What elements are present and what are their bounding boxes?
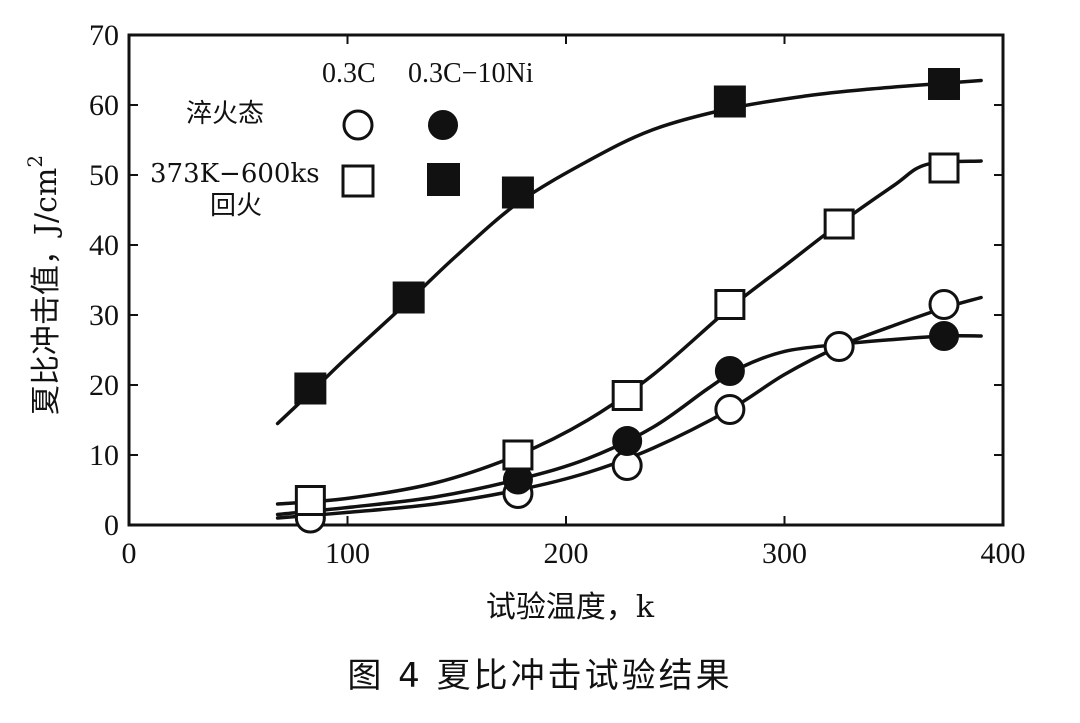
- data-point-1-1: [612, 426, 643, 456]
- series-curve-3: [275, 78, 983, 426]
- y-tick-label: 70: [89, 19, 119, 52]
- data-point-3-1: [392, 281, 425, 314]
- data-point-1-2: [714, 356, 745, 386]
- x-tick-label: 200: [544, 537, 589, 570]
- legend-open-square-marker: [341, 164, 375, 198]
- data-point-0-5: [928, 289, 960, 320]
- data-point-3-4: [928, 68, 961, 100]
- series-curve-1: [275, 333, 983, 517]
- data-point-1-3: [929, 321, 960, 351]
- figure-caption: 图 4 夏比冲击试验结果: [347, 656, 733, 696]
- y-tick-label: 20: [89, 369, 119, 402]
- legend-filled-circle-marker: [428, 110, 458, 140]
- legend-filled-square-marker: [427, 163, 460, 196]
- y-tick-label: 0: [104, 509, 119, 542]
- data-point-3-3: [713, 85, 746, 118]
- x-tick-label: 0: [122, 537, 137, 570]
- data-point-2-1: [502, 439, 534, 471]
- data-point-2-4: [823, 208, 855, 240]
- axis-ticks: 0 100 200 300 400 0 10 20 30 40 50 60 70: [89, 19, 1026, 570]
- y-axis-title-group: 夏比冲击值，J/cm2: [23, 155, 64, 415]
- legend: 0.3C 0.3C−10Ni 淬火态 373K−600ks 回火: [150, 58, 534, 221]
- data-point-2-2: [611, 380, 643, 411]
- x-axis-title: 试验温度，k: [486, 590, 655, 625]
- series-curves: [275, 78, 983, 520]
- series-markers: [294, 68, 961, 534]
- x-tick-label: 300: [762, 537, 807, 570]
- x-tick-label: 400: [981, 537, 1026, 570]
- y-tick-label: 40: [89, 229, 119, 262]
- legend-row-tempered-2: 回火: [210, 191, 262, 221]
- data-point-2-5: [928, 152, 960, 184]
- chart: 0 100 200 300 400 0 10 20 30 40 50 60 70 试验温度，k 夏比冲击…: [23, 19, 1026, 625]
- legend-row-tempered-1: 373K−600ks: [150, 159, 320, 189]
- y-axis-title-text: 夏比冲击值，J/cm: [29, 168, 64, 415]
- y-tick-label: 60: [89, 89, 119, 122]
- series-curve-0: [275, 295, 983, 520]
- data-point-3-2: [501, 176, 534, 209]
- data-point-2-0: [294, 485, 326, 516]
- y-axis-title: 夏比冲击值，J/cm2: [23, 155, 64, 415]
- data-point-3-0: [294, 372, 327, 405]
- data-point-2-3: [714, 289, 746, 320]
- y-tick-label: 50: [89, 159, 119, 192]
- legend-open-circle-marker: [342, 109, 374, 141]
- legend-header-0-3c-10ni: 0.3C−10Ni: [408, 58, 534, 89]
- y-axis-title-superscript: 2: [23, 155, 47, 168]
- series-curve-2: [275, 159, 983, 506]
- y-tick-label: 30: [89, 299, 119, 332]
- legend-header-0-3c: 0.3C: [322, 58, 376, 89]
- data-point-0-4: [823, 331, 855, 362]
- y-tick-label: 10: [89, 439, 119, 472]
- x-tick-label: 100: [325, 537, 370, 570]
- legend-row-quenched: 淬火态: [186, 99, 264, 129]
- data-point-0-3: [714, 394, 746, 425]
